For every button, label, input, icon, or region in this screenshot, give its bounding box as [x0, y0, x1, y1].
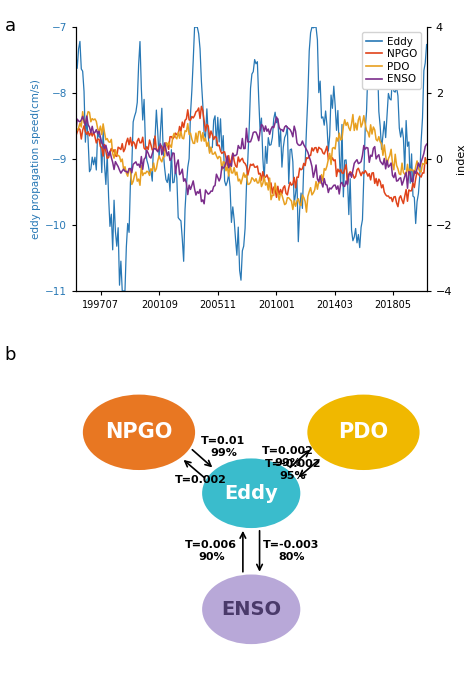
Text: Eddy: Eddy [224, 483, 278, 502]
PDO [377, 138, 383, 146]
Eddy [402, 166, 408, 174]
NPGO [424, 160, 429, 168]
Y-axis label: index: index [456, 144, 466, 175]
Line: ENSO: ENSO [76, 116, 427, 204]
Eddy [129, 162, 135, 170]
NPGO [199, 103, 204, 111]
Eddy [73, 49, 79, 57]
PDO [100, 120, 106, 128]
NPGO [395, 202, 401, 210]
Legend: Eddy, NPGO, PDO, ENSO: Eddy, NPGO, PDO, ENSO [362, 33, 421, 88]
Eddy [377, 122, 383, 130]
Text: T=-0.003
80%: T=-0.003 80% [263, 540, 319, 562]
Eddy [192, 23, 198, 31]
ENSO [377, 157, 383, 165]
Eddy [263, 143, 268, 151]
Eddy [99, 168, 105, 177]
Text: T=0.006
90%: T=0.006 90% [185, 540, 237, 562]
Text: ENSO: ENSO [221, 600, 281, 619]
Text: NPGO: NPGO [105, 422, 173, 442]
ENSO [201, 200, 207, 208]
ENSO [424, 140, 429, 148]
Text: b: b [5, 346, 16, 365]
Text: T=0.002: T=0.002 [175, 475, 227, 485]
PDO [129, 181, 135, 189]
ENSO [129, 168, 135, 177]
ENSO [84, 112, 90, 120]
NPGO [304, 153, 310, 162]
Ellipse shape [307, 394, 419, 470]
PDO [85, 107, 91, 115]
NPGO [128, 133, 133, 141]
Eddy [424, 41, 429, 49]
Ellipse shape [83, 394, 195, 470]
ENSO [100, 141, 106, 149]
Text: T=0.002
99%: T=0.002 99% [262, 446, 314, 468]
Ellipse shape [202, 458, 301, 528]
PDO [305, 192, 310, 200]
Eddy [305, 92, 310, 100]
NPGO [261, 173, 267, 181]
Ellipse shape [202, 574, 301, 644]
Line: NPGO: NPGO [76, 107, 427, 206]
Text: T=-0.002
95%: T=-0.002 95% [265, 460, 321, 481]
NPGO [99, 143, 105, 151]
NPGO [376, 175, 382, 183]
ENSO [305, 148, 310, 156]
ENSO [402, 172, 408, 181]
Line: PDO: PDO [76, 111, 427, 212]
Text: a: a [5, 17, 16, 35]
ENSO [73, 128, 79, 136]
Y-axis label: eddy propagation speed(cm/s): eddy propagation speed(cm/s) [31, 79, 41, 239]
PDO [261, 173, 267, 181]
Text: T=0.01
99%: T=0.01 99% [201, 436, 246, 458]
PDO [402, 170, 408, 179]
Line: Eddy: Eddy [76, 27, 427, 291]
NPGO [73, 132, 79, 140]
PDO [424, 156, 429, 164]
Text: PDO: PDO [338, 422, 389, 442]
NPGO [402, 192, 408, 200]
PDO [304, 208, 310, 216]
PDO [73, 126, 79, 134]
Eddy [119, 287, 125, 295]
ENSO [263, 122, 268, 130]
